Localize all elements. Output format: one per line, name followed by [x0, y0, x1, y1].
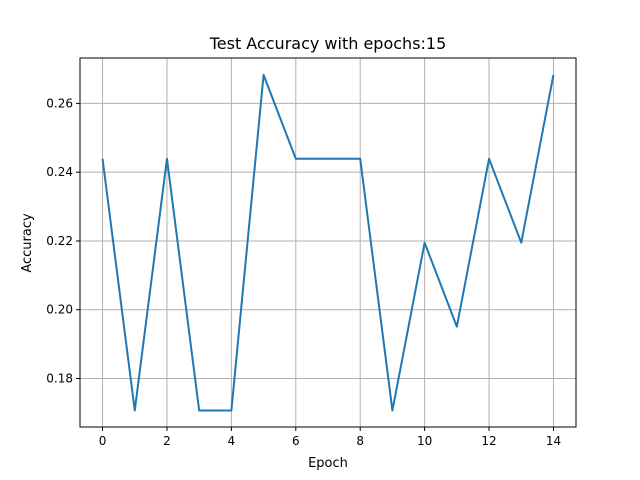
x-axis-ticks: 0 2 4 6 8 10 12 14 [99, 427, 561, 448]
y-tick-label: 0.18 [46, 372, 73, 386]
y-tick-label: 0.26 [46, 96, 73, 110]
chart-title: Test Accuracy with epochs:15 [209, 34, 447, 53]
x-tick-label: 12 [481, 434, 496, 448]
x-axis-label: Epoch [308, 456, 348, 471]
grid [80, 58, 576, 427]
x-tick-label: 0 [99, 434, 107, 448]
y-tick-label: 0.22 [46, 234, 73, 248]
x-tick-label: 10 [417, 434, 432, 448]
y-tick-label: 0.24 [46, 165, 73, 179]
series-line [101, 73, 555, 412]
series-layer [101, 73, 555, 412]
y-axis-ticks: 0.18 0.20 0.22 0.24 0.26 [46, 96, 80, 386]
y-tick-label: 0.20 [46, 303, 73, 317]
plot-frame [79, 57, 577, 428]
x-tick-label: 6 [292, 434, 300, 448]
x-tick-label: 2 [163, 434, 171, 448]
x-tick-label: 8 [356, 434, 364, 448]
y-axis-label: Accuracy [20, 213, 35, 273]
x-tick-label: 4 [228, 434, 236, 448]
x-tick-label: 14 [546, 434, 561, 448]
